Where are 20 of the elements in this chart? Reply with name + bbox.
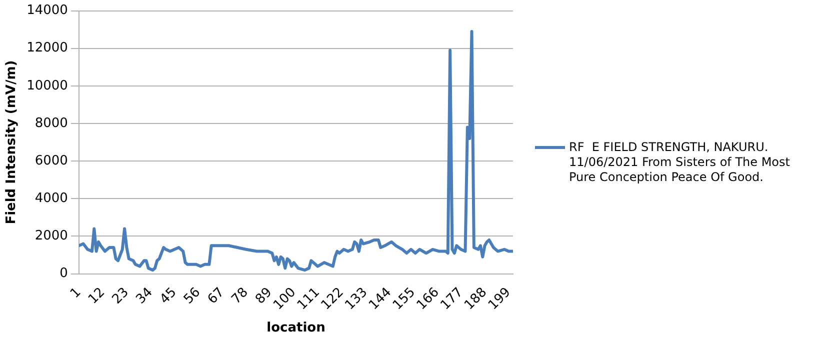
x-tick-label: 67 xyxy=(205,284,228,308)
y-tick-label: 12000 xyxy=(26,40,68,56)
y-tick-label: 2000 xyxy=(34,228,68,244)
x-tick-label: 23 xyxy=(110,284,132,308)
legend-label: RF E FIELD STRENGTH, NAKURU. 11/06/2021 From Sisters of The Most Pure Conception Peace Of Good. xyxy=(569,140,791,185)
x-axis-title: location xyxy=(266,320,326,336)
x-tick-label: 45 xyxy=(157,284,180,308)
y-tick-label: 10000 xyxy=(26,78,68,94)
y-tick-label: 0 xyxy=(60,266,68,282)
y-tick-label: 6000 xyxy=(34,153,68,168)
x-tick-label: 78 xyxy=(228,284,252,308)
y-axis-title: Field Intensity (mV/m) xyxy=(4,60,20,224)
y-tick-label: 14000 xyxy=(26,3,68,18)
x-tick-label: 12 xyxy=(86,284,108,308)
x-tick-label: 34 xyxy=(133,284,156,308)
x-tick-label: 199 xyxy=(486,284,514,314)
x-tick-label: 1 xyxy=(68,284,84,302)
x-tick-label: 56 xyxy=(181,284,204,308)
y-tick-label: 8000 xyxy=(34,116,68,131)
y-tick-label: 4000 xyxy=(34,191,68,206)
